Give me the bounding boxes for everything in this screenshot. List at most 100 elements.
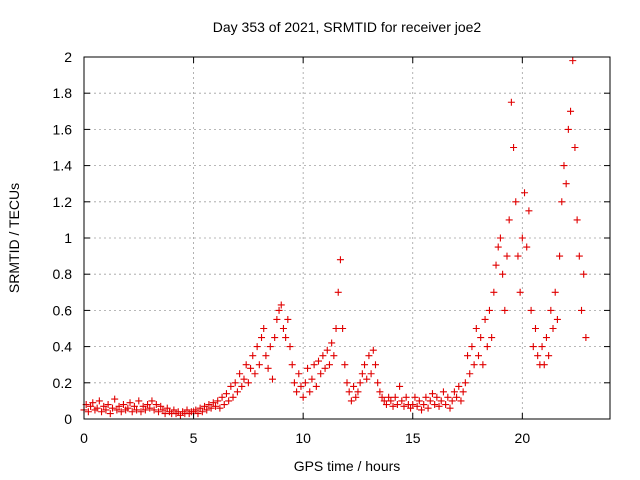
data-point: [258, 334, 266, 342]
data-point: [446, 404, 454, 412]
data-point: [277, 301, 285, 309]
data-point: [433, 393, 441, 401]
data-point: [531, 325, 539, 332]
data-point: [176, 411, 184, 419]
data-point: [240, 375, 248, 383]
data-point: [209, 399, 217, 407]
data-point: [251, 370, 259, 378]
data-point: [485, 306, 493, 314]
data-point: [183, 406, 191, 414]
data-point: [542, 334, 550, 342]
data-point: [499, 270, 507, 278]
data-point: [567, 107, 575, 115]
data-point: [483, 343, 491, 351]
y-tick-label: 1: [64, 230, 72, 246]
data-point: [332, 325, 340, 332]
data-point: [525, 207, 533, 215]
data-point: [271, 334, 279, 342]
data-point: [233, 388, 241, 396]
data-point: [323, 346, 331, 354]
data-point: [198, 408, 206, 416]
data-point: [106, 410, 114, 418]
data-point: [161, 410, 169, 418]
data-point: [201, 402, 209, 410]
data-point: [374, 379, 382, 387]
data-point: [545, 352, 553, 360]
data-point: [297, 382, 305, 390]
data-point: [139, 402, 147, 410]
data-point: [468, 343, 476, 351]
data-point: [363, 375, 371, 383]
data-point: [424, 404, 432, 412]
data-point: [113, 406, 121, 414]
data-point: [236, 370, 244, 378]
data-point: [216, 404, 224, 412]
data-point: [144, 401, 152, 409]
data-point: [308, 375, 316, 383]
data-point: [266, 343, 274, 351]
data-point: [244, 379, 252, 387]
x-tick-label: 15: [405, 430, 421, 446]
data-point: [512, 198, 520, 206]
y-axis-label: SRMTID / TECUs: [6, 183, 22, 293]
data-point: [459, 388, 467, 396]
data-point: [126, 399, 134, 407]
data-point: [279, 325, 287, 332]
data-point: [575, 252, 583, 260]
y-tick-label: 0.2: [53, 375, 73, 391]
data-point: [558, 198, 566, 206]
data-point: [514, 252, 522, 260]
data-point: [111, 395, 119, 403]
x-axis-label: GPS time / hours: [294, 458, 401, 474]
data-point: [464, 352, 472, 360]
data-point: [196, 404, 204, 412]
data-point: [345, 388, 353, 396]
data-point: [400, 402, 408, 410]
data-point: [361, 361, 369, 369]
data-point: [428, 390, 436, 398]
plot-frame: [83, 56, 611, 420]
data-point: [571, 144, 579, 151]
data-point: [321, 364, 329, 372]
data-point: [365, 352, 373, 360]
y-tick-label: 1.6: [53, 121, 73, 137]
data-point: [102, 406, 110, 414]
data-point: [148, 397, 156, 405]
data-point: [212, 402, 219, 410]
data-point: [490, 288, 498, 296]
data-point: [93, 404, 101, 412]
data-point: [268, 375, 276, 383]
data-point: [207, 404, 215, 412]
data-point: [507, 98, 515, 106]
data-point: [119, 401, 127, 409]
data-point: [450, 388, 458, 396]
data-point: [137, 408, 145, 416]
data-point: [461, 379, 469, 387]
data-point: [255, 361, 263, 369]
data-point: [426, 397, 434, 405]
data-point: [157, 402, 165, 410]
data-point: [227, 382, 235, 390]
data-point: [367, 370, 375, 378]
data-point: [135, 397, 143, 405]
data-point: [442, 401, 450, 409]
data-point: [304, 364, 312, 372]
data-point: [312, 382, 320, 390]
data-point: [453, 393, 461, 401]
data-point: [84, 408, 92, 416]
data-point: [334, 288, 342, 296]
data-point: [339, 325, 347, 332]
data-point: [336, 256, 344, 264]
data-point: [295, 370, 303, 378]
data-point: [505, 216, 513, 224]
data-point: [356, 379, 364, 387]
data-point: [389, 402, 397, 410]
data-point: [479, 361, 487, 369]
y-tick-label: 1.8: [53, 85, 73, 101]
data-point: [146, 404, 154, 412]
data-point: [238, 382, 246, 390]
data-point: [108, 404, 116, 412]
data-point: [306, 388, 314, 396]
y-tick-label: 0.4: [53, 339, 73, 355]
